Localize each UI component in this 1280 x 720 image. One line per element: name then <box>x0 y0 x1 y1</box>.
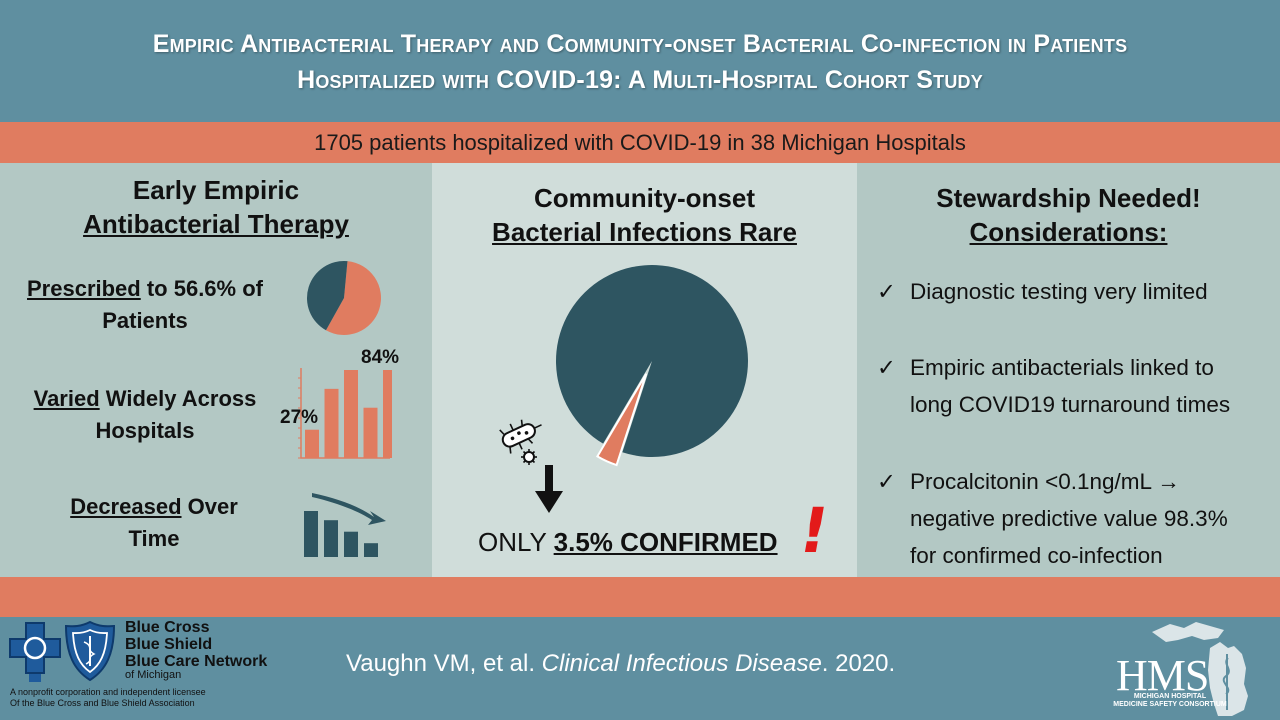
hms-sub1: MICHIGAN HOSPITAL <box>1133 693 1207 700</box>
bcbs-line4: of Michigan <box>125 669 182 681</box>
citation-year: . 2020. <box>821 650 896 677</box>
panel1-heading: Early Empiric Antibacterial Therapy <box>0 173 432 241</box>
panel2-heading: Community-onset Bacterial Infections Rar… <box>432 181 857 249</box>
consideration-2-line1: Empiric antibacterials linked to <box>910 355 1214 380</box>
bar-low-label: 27% <box>280 407 319 428</box>
hospital-bar <box>383 370 392 458</box>
panel-stewardship: Stewardship Needed! Considerations: ✓ Di… <box>857 163 1280 577</box>
panel3-heading: Stewardship Needed! Considerations: <box>857 181 1280 249</box>
consideration-item: ✓ Empiric antibacterials linked to long … <box>877 349 1277 425</box>
footer-band <box>0 577 1280 617</box>
hospital-bar <box>344 370 358 458</box>
stat-decreased-line2: Time <box>128 526 180 551</box>
stat-prescribed-rest: to 56.6% of <box>140 276 263 301</box>
hms-subtitle: MICHIGAN HOSPITAL MEDICINE SAFETY CONSOR… <box>1110 693 1230 709</box>
stat-prescribed-emph: Prescribed <box>27 276 141 301</box>
panel3-heading-line1: Stewardship Needed! <box>936 183 1201 213</box>
stat-varied-emph: Varied <box>33 386 100 411</box>
bcbs-note2: Of the Blue Cross and Blue Shield Associ… <box>10 698 195 708</box>
bcbs-line3: Blue Care Network <box>125 653 268 670</box>
bcbs-line2: Blue Shield <box>125 636 213 653</box>
consideration-1-line1: Diagnostic testing very limited <box>910 279 1208 304</box>
bcbs-name: Blue Cross Blue Shield Blue Care Network <box>125 619 267 670</box>
stat-varied-rest: Widely Across <box>99 386 257 411</box>
bar-high-label: 84% <box>361 347 400 368</box>
panel1-heading-line2: Antibacterial Therapy <box>83 209 349 239</box>
panel-empiric-therapy: Early Empiric Antibacterial Therapy Pres… <box>0 163 432 577</box>
prescribed-pie-chart <box>307 261 381 335</box>
bcbs-note: A nonprofit corporation and independent … <box>10 687 206 709</box>
cohort-banner: 1705 patients hospitalized with COVID-19… <box>0 122 1280 163</box>
down-arrow-icon <box>535 465 563 513</box>
confirmed-prefix: ONLY <box>478 527 554 557</box>
consideration-3-line1: Procalcitonin <0.1ng/mL → <box>910 469 1180 494</box>
panel3-heading-line2: Considerations: <box>969 217 1168 247</box>
time-bar <box>364 543 378 557</box>
stat-prescribed: Prescribed to 56.6% of Patients <box>14 273 276 337</box>
footer <box>0 617 1280 720</box>
stat-decreased-rest: Over <box>181 494 238 519</box>
stat-prescribed-line2: Patients <box>102 308 188 333</box>
stat-varied: Varied Widely Across Hospitals <box>14 383 276 447</box>
panel2-heading-line1: Community-onset <box>534 183 755 213</box>
consideration-item: ✓ Procalcitonin <0.1ng/mL → negative pre… <box>877 463 1277 575</box>
bacteria-icon <box>499 419 542 465</box>
pie-slice-not-prescribed <box>307 261 348 331</box>
check-icon: ✓ <box>877 355 896 380</box>
hospital-variation-bar-chart <box>298 368 392 459</box>
hms-logo: HMS <box>1116 651 1209 700</box>
citation-authors: Vaughn VM, et al. <box>346 650 542 677</box>
trend-down-arrow-icon <box>312 493 386 525</box>
confirmed-value: 3.5% CONFIRMED <box>553 527 778 557</box>
stat-varied-line2: Hospitals <box>95 418 195 443</box>
stat-decreased-emph: Decreased <box>70 494 182 519</box>
citation: Vaughn VM, et al. Clinical Infectious Di… <box>346 650 895 678</box>
time-bar <box>324 520 338 557</box>
stat-decreased: Decreased Over Time <box>14 491 294 555</box>
check-icon: ✓ <box>877 469 896 494</box>
hospital-bar <box>305 429 319 458</box>
hospital-bar <box>363 407 378 458</box>
consideration-3-line3: for confirmed co-infection <box>910 543 1163 568</box>
panel2-heading-line2: Bacterial Infections Rare <box>492 217 797 247</box>
decreasing-over-time-bar-chart <box>304 493 386 557</box>
pie-slice-confirmed <box>596 373 648 467</box>
title-header: Empiric Antibacterial Therapy and Commun… <box>0 0 1280 120</box>
time-bar <box>344 531 358 557</box>
blue-shield-logo-icon <box>64 620 116 682</box>
consideration-3-line2: negative predictive value 98.3% <box>910 506 1228 531</box>
pie-slice-prescribed <box>325 261 381 335</box>
coinfection-pie-chart <box>556 265 748 467</box>
bcbs-line1: Blue Cross <box>125 619 210 636</box>
title-line-2: Hospitalized with COVID-19: A Multi-Hosp… <box>297 66 983 94</box>
michigan-map-icon <box>1152 622 1248 716</box>
citation-journal: Clinical Infectious Disease <box>541 650 822 677</box>
title-line-1: Empiric Antibacterial Therapy and Commun… <box>152 30 1128 58</box>
consideration-item: ✓ Diagnostic testing very limited <box>877 273 1277 313</box>
confirmed-statement: ONLY 3.5% CONFIRMED <box>478 527 778 558</box>
hospital-bar <box>324 388 339 458</box>
hms-sub2: MEDICINE SAFETY CONSORTIUM <box>1113 701 1227 708</box>
bcbs-note1: A nonprofit corporation and independent … <box>10 687 206 697</box>
panel-coinfection: Community-onset Bacterial Infections Rar… <box>432 163 857 577</box>
panel1-heading-line1: Early Empiric <box>132 175 300 205</box>
check-icon: ✓ <box>877 279 896 304</box>
consideration-2-line2: long COVID19 turnaround times <box>910 392 1231 417</box>
blue-cross-logo-icon <box>9 622 61 682</box>
time-bar <box>304 511 318 557</box>
pie-slice-not-confirmed <box>556 265 748 457</box>
